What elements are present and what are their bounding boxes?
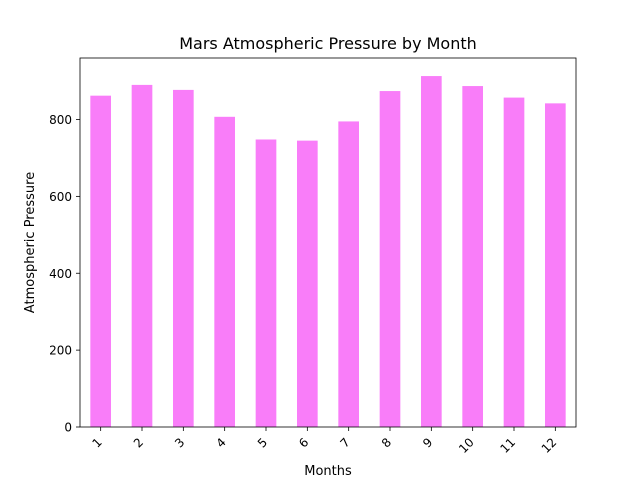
y-tick-label: 800 <box>49 113 72 127</box>
bar-month-7 <box>338 121 359 427</box>
bar-month-12 <box>545 103 566 427</box>
y-axis-label: Atmospheric Pressure <box>23 172 38 313</box>
x-tick-label: 9 <box>420 435 435 450</box>
axes-layer <box>79 57 577 428</box>
bar-month-11 <box>503 97 525 427</box>
y-tick-label: 200 <box>49 344 72 358</box>
x-tick-label: 11 <box>497 435 518 456</box>
x-tick-label: 8 <box>379 435 394 450</box>
x-tick-label: 7 <box>337 435 352 450</box>
plot-frame <box>79 57 577 428</box>
x-ticks: 1 2 3 4 5 6 7 8 9 10 11 12 <box>89 427 559 456</box>
chart-title: Mars Atmospheric Pressure by Month <box>179 34 477 53</box>
x-tick-label: 4 <box>213 435 228 450</box>
x-tick-label: 2 <box>131 435 146 450</box>
y-tick-label: 400 <box>49 267 72 281</box>
bar-month-3 <box>173 89 194 427</box>
x-tick-label: 3 <box>172 435 187 450</box>
bar-month-9 <box>421 76 442 428</box>
bar-month-10 <box>462 86 483 427</box>
y-tick-label: 600 <box>49 190 72 204</box>
x-tick-label: 10 <box>456 435 477 456</box>
y-tick-label: 0 <box>64 421 72 435</box>
x-axis-label: Months <box>304 464 352 479</box>
x-tick-label: 1 <box>89 435 104 450</box>
bar-month-8 <box>379 91 401 428</box>
bar-month-6 <box>297 140 318 427</box>
bar-month-4 <box>214 116 235 427</box>
y-ticks: 0 200 400 600 800 <box>49 113 80 435</box>
x-tick-label: 5 <box>255 435 270 450</box>
bars-layer <box>90 76 566 428</box>
bar-month-5 <box>255 139 277 428</box>
x-tick-label: 6 <box>296 435 311 450</box>
bar-month-2 <box>131 84 153 427</box>
x-tick-label: 12 <box>539 435 560 456</box>
bar-month-1 <box>90 95 111 427</box>
